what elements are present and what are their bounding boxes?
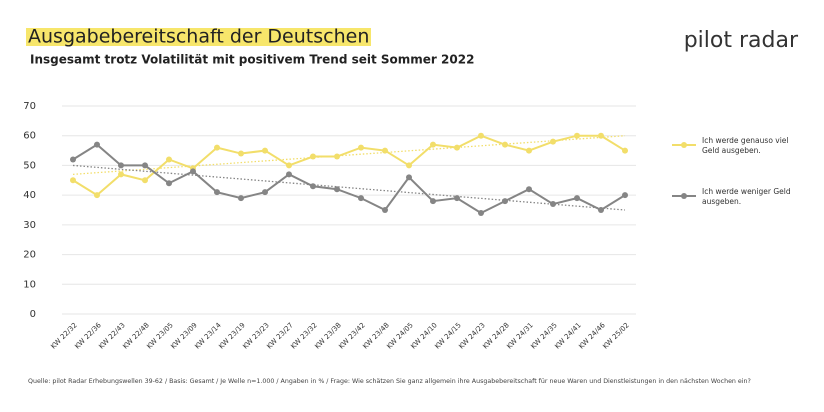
data-point	[286, 171, 292, 178]
y-tick-label: 20	[23, 250, 36, 261]
data-point	[598, 132, 604, 139]
data-point	[502, 141, 508, 148]
data-point	[142, 162, 148, 169]
data-point	[262, 147, 268, 154]
data-point	[262, 189, 268, 196]
data-point	[382, 207, 388, 213]
data-point	[334, 186, 340, 193]
legend-label: Ich werde weniger Geld ausgeben.	[702, 187, 791, 206]
data-point	[334, 153, 340, 160]
data-point	[166, 156, 172, 163]
legend-label: Ich werde genauso viel Geld ausgeben.	[702, 136, 789, 155]
data-point	[94, 141, 100, 148]
data-point	[526, 147, 532, 154]
series-line	[72, 134, 626, 197]
data-point	[214, 189, 220, 196]
data-point	[406, 162, 412, 169]
source-note: Quelle: pilot Radar Erhebungswellen 39-6…	[28, 378, 751, 385]
data-point	[526, 186, 532, 193]
data-point	[166, 180, 172, 187]
y-tick-label: 60	[23, 131, 36, 142]
series-line	[72, 143, 626, 215]
trend-line	[72, 135, 626, 175]
data-point	[238, 195, 244, 202]
data-point	[238, 150, 244, 157]
data-point	[118, 171, 124, 178]
data-point	[94, 192, 100, 199]
data-point	[118, 162, 124, 169]
chart-subtitle: Insgesamt trotz Volatilität mit positive…	[30, 53, 474, 67]
data-point	[622, 192, 628, 199]
data-point	[478, 132, 484, 139]
data-point	[358, 144, 364, 151]
data-point	[382, 147, 388, 154]
y-tick-label: 50	[23, 160, 36, 171]
x-tick-label: KW 25/02	[601, 321, 630, 350]
y-tick-label: 30	[23, 220, 36, 231]
data-point	[430, 141, 436, 148]
data-point	[430, 198, 436, 205]
data-point	[70, 177, 76, 184]
chart-title: Ausgabebereitschaft der Deutschen	[28, 26, 369, 48]
legend-marker	[681, 142, 687, 148]
y-tick-label: 40	[23, 190, 36, 201]
data-point	[454, 144, 460, 151]
data-point	[310, 183, 316, 190]
y-tick-label: 70	[23, 101, 36, 112]
data-point	[454, 195, 460, 202]
data-point	[310, 153, 316, 160]
data-point	[478, 209, 484, 216]
data-point	[550, 201, 556, 208]
data-point	[190, 168, 196, 175]
data-point	[406, 174, 412, 181]
data-point	[598, 207, 604, 213]
data-point	[214, 144, 220, 151]
data-point	[358, 195, 364, 202]
data-point	[574, 132, 580, 139]
trend-line	[72, 164, 626, 211]
data-point	[70, 156, 76, 163]
data-point	[574, 195, 580, 202]
brand-logo: pilot radar	[684, 28, 799, 53]
y-tick-label: 10	[23, 279, 36, 290]
legend-marker	[681, 193, 687, 199]
data-point	[142, 177, 148, 184]
data-point	[622, 147, 628, 154]
data-point	[286, 162, 292, 169]
data-point	[550, 138, 556, 145]
data-point	[502, 198, 508, 205]
y-tick-label: 0	[30, 309, 36, 320]
title-highlight	[26, 28, 371, 46]
